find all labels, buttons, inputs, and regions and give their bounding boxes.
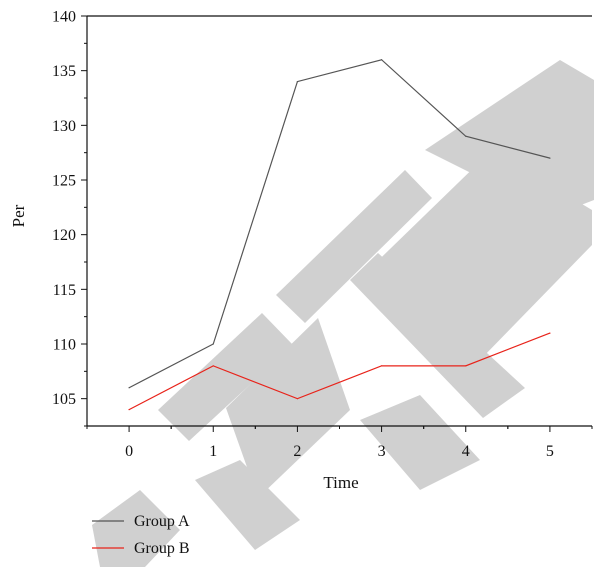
y-tick-label-125: 125 bbox=[52, 173, 76, 190]
series-2-point bbox=[380, 365, 383, 367]
series-line-1 bbox=[128, 59, 551, 389]
y-tick-label-130: 130 bbox=[52, 118, 76, 135]
retracted-watermark bbox=[92, 60, 594, 567]
y-axis-title: Per bbox=[9, 204, 28, 227]
series-2-point bbox=[296, 398, 299, 400]
series-1-point bbox=[380, 59, 383, 61]
x-tick-label-5: 5 bbox=[546, 443, 554, 460]
x-axis-title: Time bbox=[323, 473, 358, 492]
y-tick-label-120: 120 bbox=[52, 227, 76, 244]
y-tick-label-105: 105 bbox=[52, 391, 76, 408]
series-1-point bbox=[465, 135, 467, 137]
series-2-point bbox=[465, 365, 467, 367]
series-2-point bbox=[128, 409, 130, 411]
y-tick-label-135: 135 bbox=[52, 63, 76, 80]
x-tick-label-0: 0 bbox=[125, 443, 133, 460]
legend-label-2: Group B bbox=[134, 540, 190, 557]
legend: Group A Group B bbox=[92, 513, 190, 557]
series-2-point bbox=[549, 332, 551, 334]
y-tick-label-110: 110 bbox=[53, 337, 76, 354]
series-line-2 bbox=[128, 332, 551, 411]
series-1-point bbox=[128, 387, 130, 389]
y-tick-label-115: 115 bbox=[53, 282, 76, 299]
legend-label-1: Group A bbox=[134, 513, 190, 530]
series-1-point bbox=[296, 81, 299, 83]
y-tick-label-140: 140 bbox=[52, 9, 76, 26]
series-2-point bbox=[212, 365, 214, 367]
x-tick-label-1: 1 bbox=[209, 443, 217, 460]
x-tick-label-4: 4 bbox=[462, 443, 470, 460]
x-tick-label-3: 3 bbox=[378, 443, 386, 460]
series-1-point bbox=[212, 343, 214, 345]
x-tick-label-2: 2 bbox=[293, 443, 301, 460]
series-1-point bbox=[549, 157, 551, 159]
